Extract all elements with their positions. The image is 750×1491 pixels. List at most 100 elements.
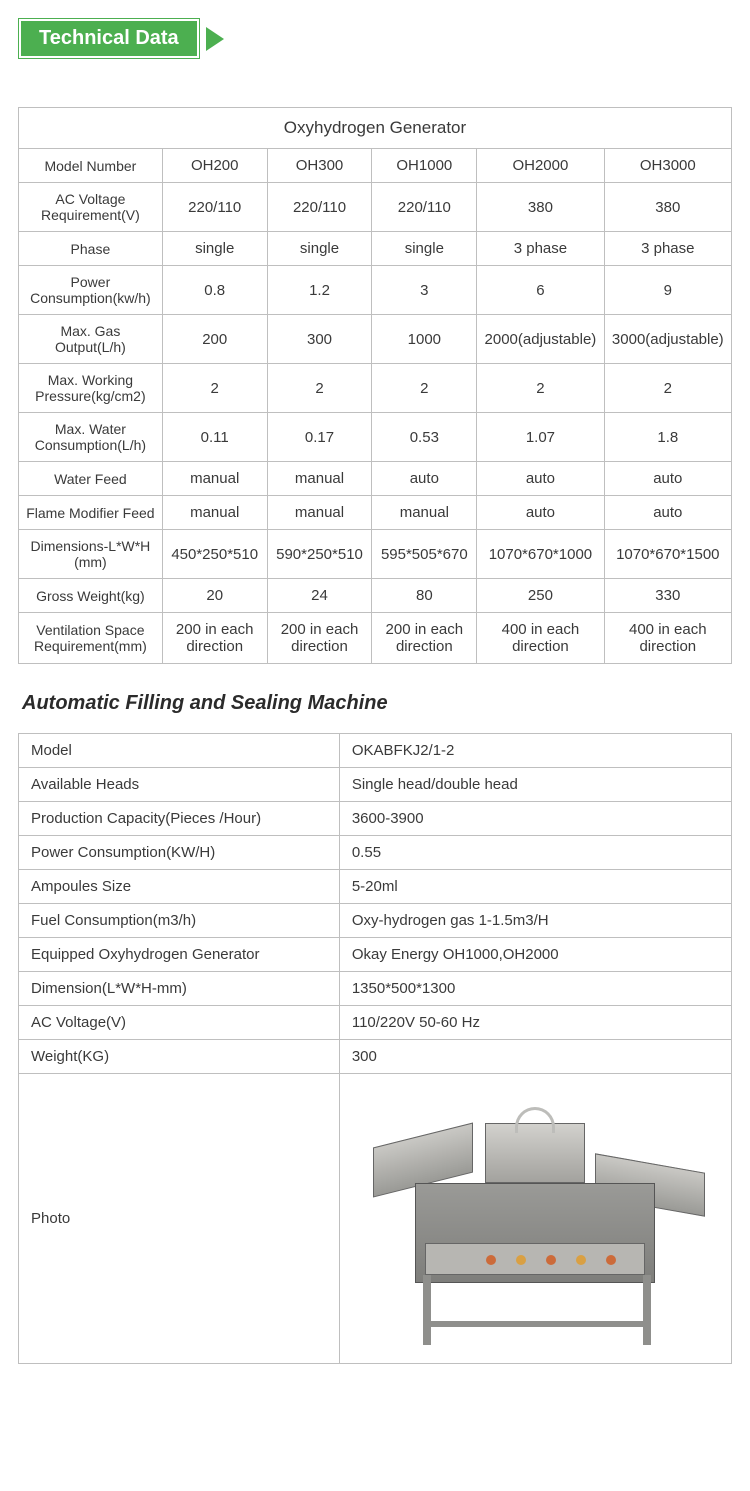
badge-label: Technical Data (21, 21, 197, 56)
badge-arrow-icon (206, 27, 224, 51)
table2-value: Oxy-hydrogen gas 1-1.5m3/H (339, 904, 731, 938)
table1-cell: manual (162, 496, 267, 530)
table2-key: Power Consumption(KW/H) (19, 836, 340, 870)
table1-row-label: Power Consumption(kw/h) (19, 266, 163, 315)
table1-cell: 3 (372, 266, 477, 315)
photo-label: Photo (19, 1074, 340, 1364)
table1-cell: manual (267, 496, 372, 530)
table2-value: 1350*500*1300 (339, 972, 731, 1006)
table1-cell: single (267, 232, 372, 266)
table1-cell: auto (604, 496, 731, 530)
table1-cell: 2 (477, 364, 604, 413)
table1-cell: OH200 (162, 149, 267, 183)
table1-cell: 220/110 (162, 183, 267, 232)
table1-cell: auto (604, 462, 731, 496)
table1-cell: 220/110 (372, 183, 477, 232)
table1-cell: 200 in each direction (372, 613, 477, 664)
table1-cell: 1070*670*1000 (477, 530, 604, 579)
table2-value: Single head/double head (339, 768, 731, 802)
table1-cell: 595*505*670 (372, 530, 477, 579)
table1-cell: 1.2 (267, 266, 372, 315)
table1-row-label: Water Feed (19, 462, 163, 496)
table1-row-label: Max. Working Pressure(kg/cm2) (19, 364, 163, 413)
table1-cell: 2 (372, 364, 477, 413)
table1-cell: OH2000 (477, 149, 604, 183)
table1-cell: 590*250*510 (267, 530, 372, 579)
table1-cell: 6 (477, 266, 604, 315)
table1-row-label: Phase (19, 232, 163, 266)
table1-cell: 380 (477, 183, 604, 232)
table2-key: Dimension(L*W*H-mm) (19, 972, 340, 1006)
table1-cell: 1070*670*1500 (604, 530, 731, 579)
table1-cell: single (162, 232, 267, 266)
table1-cell: 1000 (372, 315, 477, 364)
table1-cell: 0.53 (372, 413, 477, 462)
table1-cell: 2000(adjustable) (477, 315, 604, 364)
table1-row-label: Max. Gas Output(L/h) (19, 315, 163, 364)
table1-row-label: Flame Modifier Feed (19, 496, 163, 530)
table2-value: 110/220V 50-60 Hz (339, 1006, 731, 1040)
table1-cell: OH1000 (372, 149, 477, 183)
table1-cell: 80 (372, 579, 477, 613)
table1-cell: 3 phase (477, 232, 604, 266)
table1-cell: 250 (477, 579, 604, 613)
table1-cell: 0.17 (267, 413, 372, 462)
table2-value: 300 (339, 1040, 731, 1074)
table1-cell: 2 (162, 364, 267, 413)
table1-cell: 300 (267, 315, 372, 364)
table1-row-label: Ventilation Space Requirement(mm) (19, 613, 163, 664)
table2-key: Available Heads (19, 768, 340, 802)
table1-row-label: Gross Weight(kg) (19, 579, 163, 613)
table1-cell: single (372, 232, 477, 266)
table1-cell: 330 (604, 579, 731, 613)
table1-row-label: AC Voltage Requirement(V) (19, 183, 163, 232)
table2-key: Equipped Oxyhydrogen Generator (19, 938, 340, 972)
table1-cell: 400 in each direction (477, 613, 604, 664)
table2-key: Weight(KG) (19, 1040, 340, 1074)
badge-outer: Technical Data (18, 18, 200, 59)
section-title-filling-sealing: Automatic Filling and Sealing Machine (22, 692, 732, 715)
table1-cell: 400 in each direction (604, 613, 731, 664)
machine-illustration (365, 1093, 705, 1353)
oxyhydrogen-generator-table: Oxyhydrogen Generator Model NumberOH200O… (18, 107, 732, 664)
table1-cell: 24 (267, 579, 372, 613)
table1-cell: 20 (162, 579, 267, 613)
table1-cell: 3000(adjustable) (604, 315, 731, 364)
table1-cell: manual (267, 462, 372, 496)
table2-value: 3600-3900 (339, 802, 731, 836)
table1-cell: 0.11 (162, 413, 267, 462)
table2-key: Ampoules Size (19, 870, 340, 904)
table1-cell: 220/110 (267, 183, 372, 232)
table1-cell: OH300 (267, 149, 372, 183)
table2-value: Okay Energy OH1000,OH2000 (339, 938, 731, 972)
table1-cell: 450*250*510 (162, 530, 267, 579)
table1-cell: 2 (604, 364, 731, 413)
table1-row-label: Max. Water Consumption(L/h) (19, 413, 163, 462)
table1-cell: OH3000 (604, 149, 731, 183)
table1-cell: manual (162, 462, 267, 496)
table1-cell: 3 phase (604, 232, 731, 266)
table2-key: Production Capacity(Pieces /Hour) (19, 802, 340, 836)
table1-cell: 200 (162, 315, 267, 364)
table1-cell: 1.8 (604, 413, 731, 462)
table1-cell: 9 (604, 266, 731, 315)
table2-value: 5-20ml (339, 870, 731, 904)
table1-cell: auto (477, 496, 604, 530)
table2-key: Fuel Consumption(m3/h) (19, 904, 340, 938)
table1-cell: 2 (267, 364, 372, 413)
table2-value: OKABFKJ2/1-2 (339, 734, 731, 768)
table1-cell: 0.8 (162, 266, 267, 315)
photo-cell (339, 1074, 731, 1364)
table1-row-label: Dimensions-L*W*H (mm) (19, 530, 163, 579)
table1-cell: auto (372, 462, 477, 496)
table2-value: 0.55 (339, 836, 731, 870)
table1-cell: 1.07 (477, 413, 604, 462)
table1-row-label: Model Number (19, 149, 163, 183)
table1-title: Oxyhydrogen Generator (19, 108, 732, 149)
table1-cell: manual (372, 496, 477, 530)
filling-sealing-table: ModelOKABFKJ2/1-2Available HeadsSingle h… (18, 733, 732, 1364)
table2-key: AC Voltage(V) (19, 1006, 340, 1040)
table1-cell: 200 in each direction (162, 613, 267, 664)
table2-key: Model (19, 734, 340, 768)
table1-cell: 200 in each direction (267, 613, 372, 664)
